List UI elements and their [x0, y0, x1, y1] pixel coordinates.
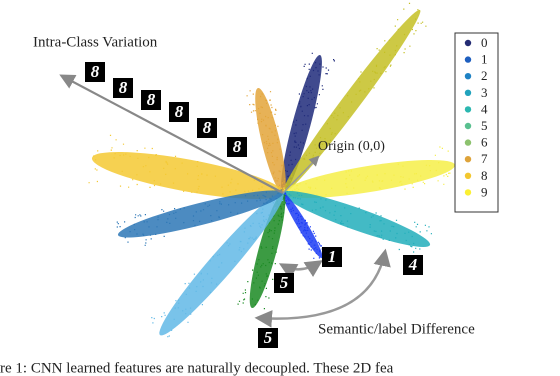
cluster: [159, 192, 284, 336]
legend-label: 8: [481, 168, 488, 183]
caption: re 1: CNN learned features are naturally…: [0, 360, 394, 376]
legend-label: 9: [481, 184, 488, 199]
digit-image: [258, 328, 278, 348]
legend-label: 7: [481, 151, 488, 166]
digit-image: [403, 255, 423, 275]
origin-arrow: [282, 155, 320, 194]
cluster: [281, 54, 322, 194]
legend-label: 4: [481, 101, 488, 116]
legend-marker: [464, 172, 472, 179]
digit-image: [274, 273, 294, 293]
feature-clusters: [88, 2, 456, 338]
digit-glyph: 8: [233, 137, 242, 156]
digit-glyph: 8: [147, 90, 156, 109]
legend-marker: [464, 156, 472, 163]
digit-glyph: 8: [91, 62, 100, 81]
cluster-points: [116, 189, 284, 246]
cluster-points: [151, 192, 285, 338]
semantic-difference-arrow: [254, 248, 391, 328]
digit-image: [141, 90, 161, 110]
cluster: [255, 87, 286, 194]
legend-marker: [464, 39, 472, 47]
legend-label: 2: [481, 68, 488, 83]
digit-image: [227, 137, 247, 157]
digit-glyph: 5: [264, 328, 273, 347]
cluster: [282, 192, 323, 259]
digit-glyph: 5: [280, 273, 289, 292]
digit-image: [169, 102, 189, 122]
digit-glyph: 8: [203, 118, 212, 137]
cluster: [91, 151, 284, 200]
digit-image: [197, 118, 217, 138]
semantic-label: Semantic/label Difference: [318, 321, 475, 337]
cluster: [117, 190, 284, 238]
cluster: [282, 191, 431, 247]
digit-glyph: 8: [119, 78, 128, 97]
legend-marker: [464, 106, 472, 113]
intra-class-arrow: [59, 74, 284, 194]
digit-image: [322, 247, 342, 267]
legend-label: 3: [481, 85, 488, 100]
legend-label: 1: [481, 52, 488, 67]
digit-glyph: 4: [408, 255, 418, 274]
intra-class-label: Intra-Class Variation: [33, 34, 158, 50]
legend-label: 0: [481, 35, 488, 50]
legend-label: 5: [481, 118, 488, 133]
cluster-points: [88, 134, 283, 197]
digit-glyph: 8: [175, 102, 184, 121]
cluster: [282, 160, 456, 198]
label-difference-arrow: [278, 260, 323, 280]
legend-marker: [464, 89, 472, 97]
legend-box: [454, 32, 499, 213]
origin-label: Origin (0,0): [318, 139, 385, 154]
digit-image: [85, 62, 105, 82]
legend-marker: [464, 73, 472, 80]
legend-marker: [464, 122, 472, 130]
legend-marker: [464, 56, 472, 63]
legend-label: 6: [481, 135, 488, 150]
legend-marker: [464, 189, 472, 196]
digit-glyph: 1: [328, 247, 337, 266]
legend-marker: [464, 139, 472, 146]
digit-image: [113, 78, 133, 98]
legend: 0 12 34 5 67 89: [464, 35, 488, 199]
